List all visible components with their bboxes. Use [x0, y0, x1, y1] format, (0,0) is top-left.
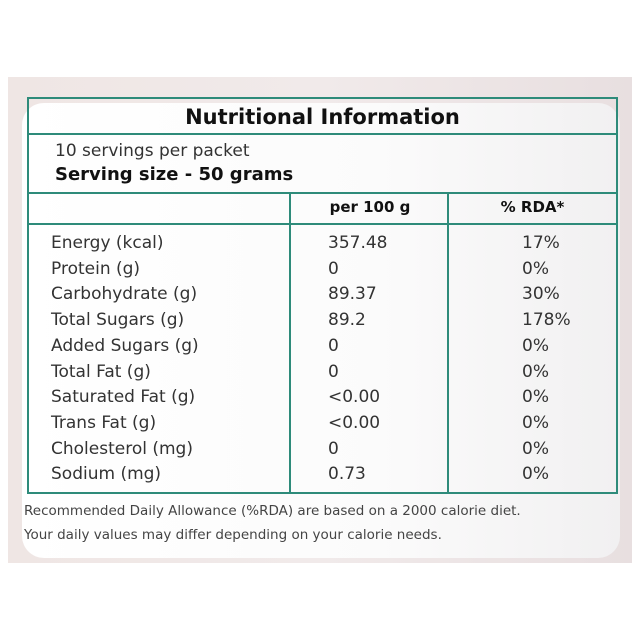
table-row: Trans Fat (g) <0.00 0% [29, 413, 616, 439]
per-100g-value: 0.73 [328, 464, 366, 485]
serving-size: Serving size - 50 grams [55, 164, 294, 185]
per-100g-value: 0 [328, 438, 339, 459]
per-100g-value: 357.48 [328, 233, 388, 253]
per-100g-value: <0.00 [328, 412, 381, 433]
table-row: Total Sugars (g) 89.2 178% [29, 310, 616, 336]
table-row: Total Fat (g) 0 0% [29, 362, 616, 388]
nutrient-name: Energy (kcal) [51, 233, 164, 253]
nutrient-name: Added Sugars (g) [51, 335, 199, 356]
rda-value: 0% [522, 335, 549, 356]
per-100g-value: 89.37 [328, 284, 377, 305]
rda-value: 0% [522, 361, 549, 382]
column-divider [289, 194, 291, 492]
per-100g-value: 89.2 [328, 310, 366, 331]
column-divider [447, 194, 449, 492]
per-100g-value: <0.00 [328, 387, 381, 408]
rda-value: 0% [522, 464, 549, 485]
rda-value: 0% [522, 387, 549, 408]
table-row: Saturated Fat (g) <0.00 0% [29, 387, 616, 413]
rda-value: 0% [522, 258, 549, 279]
servings-per-packet: 10 servings per packet [55, 141, 250, 161]
table-row: Cholesterol (mg) 0 0% [29, 439, 616, 465]
table-row: Protein (g) 0 0% [29, 259, 616, 285]
nutrition-table: Nutritional Information 10 servings per … [27, 97, 618, 494]
rda-value: 0% [522, 412, 549, 433]
rda-value: 178% [522, 310, 571, 331]
column-header-row: per 100 g % RDA* [29, 194, 616, 225]
nutrient-name: Protein (g) [51, 258, 141, 279]
table-row: Added Sugars (g) 0 0% [29, 336, 616, 362]
nutrient-name: Saturated Fat (g) [51, 387, 196, 408]
nutrient-name: Carbohydrate (g) [51, 284, 198, 305]
nutrient-name: Total Fat (g) [51, 361, 151, 382]
rda-value: 30% [522, 284, 560, 305]
nutrient-name: Trans Fat (g) [51, 412, 157, 433]
footnote-line-2: Your daily values may differ depending o… [24, 527, 442, 543]
nutrient-name: Total Sugars (g) [51, 310, 185, 331]
rda-value: 17% [522, 233, 560, 253]
table-row: Sodium (mg) 0.73 0% [29, 464, 616, 490]
per-100g-value: 0 [328, 258, 339, 279]
serving-info: 10 servings per packet Serving size - 50… [29, 135, 616, 194]
table-title: Nutritional Information [29, 99, 616, 135]
column-header-per-100g: per 100 g [329, 198, 411, 216]
table-row: Energy (kcal) 357.48 17% [29, 233, 616, 259]
per-100g-value: 0 [328, 335, 339, 356]
per-100g-value: 0 [328, 361, 339, 382]
footnote-line-1: Recommended Daily Allowance (%RDA) are b… [24, 503, 521, 519]
nutrient-name: Cholesterol (mg) [51, 438, 193, 459]
nutrient-name: Sodium (mg) [51, 464, 162, 485]
column-header-rda: % RDA* [500, 198, 565, 216]
rda-value: 0% [522, 438, 549, 459]
label-frame [8, 77, 632, 563]
table-row: Carbohydrate (g) 89.37 30% [29, 284, 616, 310]
label-panel [22, 103, 620, 558]
